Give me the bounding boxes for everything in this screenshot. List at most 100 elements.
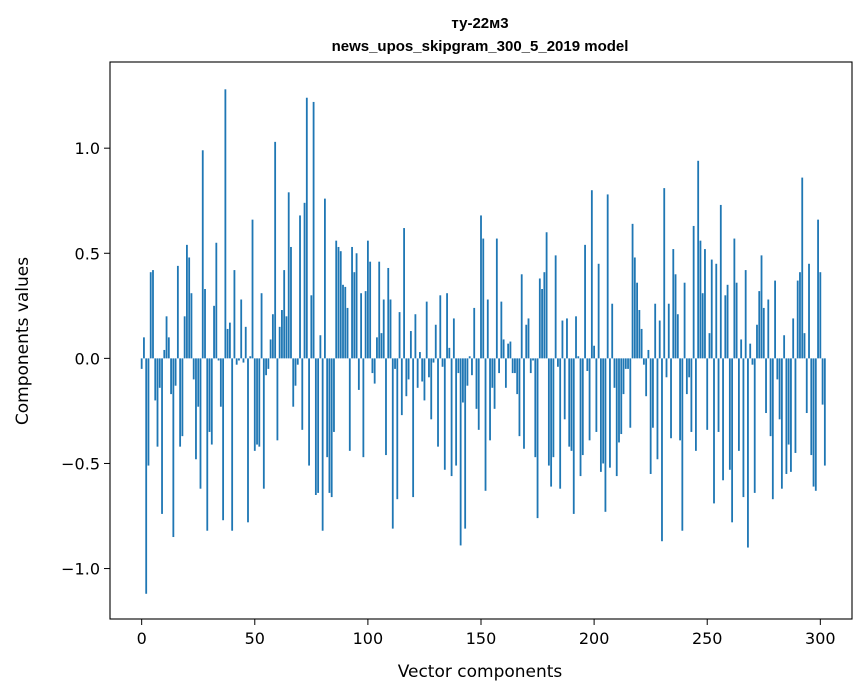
bar xyxy=(251,219,254,359)
bar xyxy=(197,358,200,407)
bar xyxy=(751,358,754,365)
bar xyxy=(210,358,213,445)
bar xyxy=(369,261,372,359)
x-tick-label: 200 xyxy=(579,629,610,648)
bar xyxy=(373,358,376,384)
bar xyxy=(529,358,532,374)
bar xyxy=(690,358,693,432)
bar xyxy=(244,326,247,359)
bar xyxy=(283,270,286,359)
bar xyxy=(412,358,415,498)
bar xyxy=(161,358,163,514)
bar xyxy=(321,358,324,531)
bar xyxy=(527,318,530,359)
bar xyxy=(717,358,720,432)
bar xyxy=(631,223,634,359)
bar xyxy=(645,358,648,397)
bar xyxy=(389,299,392,359)
bar xyxy=(265,358,267,376)
bar xyxy=(570,358,573,451)
bar xyxy=(480,215,482,359)
bar xyxy=(360,293,363,359)
bar xyxy=(448,347,451,359)
bar xyxy=(597,263,600,359)
x-tick-label: 50 xyxy=(245,629,265,648)
bar xyxy=(622,358,625,395)
bar xyxy=(179,358,182,447)
bar xyxy=(400,358,403,416)
bar xyxy=(541,289,543,359)
bar xyxy=(172,358,175,538)
bar xyxy=(658,320,661,359)
bar xyxy=(143,337,145,359)
bar xyxy=(425,301,428,359)
bar xyxy=(208,358,211,432)
bar xyxy=(681,358,684,531)
x-axis-ticks: 0 50 100 150 200 250 300 xyxy=(137,619,836,648)
bar xyxy=(667,303,670,359)
bar xyxy=(233,270,236,359)
bar xyxy=(762,307,765,359)
bar xyxy=(599,358,602,472)
bar xyxy=(342,284,344,359)
bar xyxy=(647,349,650,359)
bar xyxy=(814,358,817,491)
bar xyxy=(333,358,335,432)
bar xyxy=(491,358,494,388)
bar xyxy=(713,358,715,504)
bar xyxy=(803,333,806,359)
bar xyxy=(394,358,396,369)
bar xyxy=(328,358,331,493)
bar xyxy=(590,190,593,359)
bar xyxy=(357,358,360,390)
bar xyxy=(697,160,700,359)
bar xyxy=(154,358,157,401)
bar xyxy=(278,326,281,359)
bar xyxy=(495,238,498,359)
bar xyxy=(579,358,582,477)
bar xyxy=(147,358,150,466)
bar xyxy=(817,219,819,359)
bar xyxy=(271,314,274,359)
bar xyxy=(382,299,385,359)
bar xyxy=(351,246,353,359)
bar xyxy=(715,263,718,359)
bar xyxy=(701,293,704,359)
plot-frame xyxy=(109,61,853,620)
bar xyxy=(760,255,763,359)
bar xyxy=(740,339,743,359)
bar xyxy=(550,358,553,487)
bar xyxy=(269,339,272,359)
bar xyxy=(163,349,166,359)
bar xyxy=(554,255,557,359)
bar xyxy=(310,295,313,359)
bar xyxy=(240,299,243,359)
bar xyxy=(224,89,227,359)
bar xyxy=(228,322,231,359)
bar xyxy=(502,339,505,359)
bar xyxy=(344,286,347,359)
bar xyxy=(186,244,188,359)
bar xyxy=(366,240,369,359)
bar xyxy=(523,358,525,449)
bar xyxy=(396,358,399,500)
bar xyxy=(688,358,691,378)
bar xyxy=(640,328,643,359)
bar xyxy=(726,284,729,359)
bar xyxy=(679,358,681,441)
bar xyxy=(355,253,358,359)
bar xyxy=(428,358,430,378)
bar xyxy=(414,314,417,359)
bar xyxy=(561,320,564,359)
x-tick-label: 150 xyxy=(466,629,497,648)
bar xyxy=(475,358,478,409)
bar xyxy=(758,291,761,359)
bar xyxy=(330,358,333,498)
bar xyxy=(152,270,154,359)
bar xyxy=(489,358,491,441)
bar xyxy=(364,291,367,359)
bar xyxy=(737,358,740,451)
bar xyxy=(299,215,301,359)
bar xyxy=(767,299,770,359)
y-axis-ticks: −1.0 −0.5 0.0 0.5 1.0 xyxy=(61,139,110,579)
